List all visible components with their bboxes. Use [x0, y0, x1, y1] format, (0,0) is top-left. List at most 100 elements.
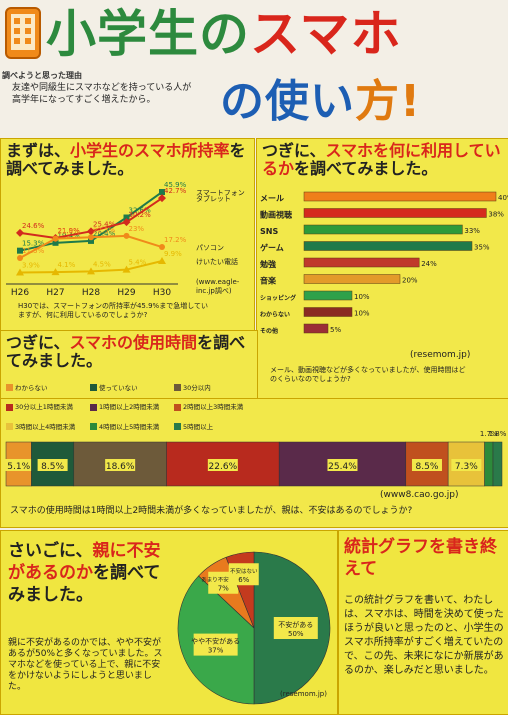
legend-label: 使っていない	[99, 383, 138, 392]
bar	[303, 274, 401, 284]
ownership-heading-suffix: を調べてみました。	[6, 141, 246, 178]
data-point	[158, 194, 166, 203]
data-point	[51, 268, 60, 276]
bar	[303, 208, 487, 218]
time-stacked-bar: 5.1% 8.5% 18.6% 22.6% 25.4% 8.5% 7.3% 1.7%1.8%	[3, 430, 507, 487]
bar	[303, 323, 329, 334]
segment-label: 1.8%	[489, 430, 507, 438]
ownership-heading-prefix: まずは、	[6, 141, 71, 160]
stacked-segment	[484, 441, 494, 487]
anxiety-heading-red: 親に不安があるのか	[8, 541, 161, 583]
pie-value: 50%	[288, 630, 304, 638]
data-point	[87, 227, 95, 236]
x-tick-label: H29	[117, 288, 135, 298]
segment-label-bg	[37, 459, 68, 471]
data-label: 22.3%	[93, 226, 116, 234]
pie-label-bg	[273, 617, 318, 639]
time-legend: わからない 使っていない 30分以内 30分以上1時間未満 1時間以上2時間未満 2時間以…	[6, 376, 268, 431]
pie-label-bg	[228, 563, 259, 586]
data-label: 21.9%	[58, 227, 81, 235]
data-label: 17.2%	[164, 236, 187, 244]
legend-entry: タブレット	[196, 194, 231, 203]
title-part4: 方!	[355, 76, 422, 127]
data-point	[122, 218, 131, 227]
legend-swatch	[6, 403, 13, 411]
legend-swatch	[6, 384, 13, 391]
legend-swatch	[174, 423, 181, 430]
time-note: スマホの使用時間は1時間以上2時間未満が多くなっていましたが、親は、不安はあるの…	[10, 506, 413, 516]
pie-value: 37%	[208, 647, 224, 655]
data-label: 23%	[129, 225, 145, 233]
data-point	[87, 267, 95, 275]
legend-item: 4時間以上5時間未満	[90, 422, 172, 432]
data-label: 4.5%	[93, 260, 111, 268]
title-part2: スマホ	[250, 5, 402, 63]
data-point	[123, 232, 130, 239]
segment-label-bg	[327, 459, 358, 471]
legend-swatch	[174, 403, 181, 411]
data-label: 9.9%	[164, 250, 182, 258]
reflection-heading: 統計グラフを書き終えて	[344, 537, 497, 579]
data-point	[16, 228, 24, 237]
segment-label: 25.4%	[328, 462, 357, 472]
usage-note: メール、動画視聴などが多くなっていましたが、使用時間はどのくらいなのでしょうか?	[270, 366, 466, 383]
data-label: 15.3%	[22, 240, 45, 248]
legend-label: 2時間以上3時間未満	[183, 403, 244, 411]
usage-bar-chart: メール 40% 動画視聴 38% SNS 33% ゲーム 35% 勉強 24% 音楽 20% ショッピン…	[259, 191, 508, 335]
legend-item: 3時間以上4時間未満	[6, 422, 88, 432]
legend-label: 1時間以上2時間未満	[99, 403, 160, 411]
segment-label-bg	[451, 459, 482, 471]
legend-label: 5時間以上	[183, 422, 214, 431]
bar-category-label: ショッピング	[260, 294, 296, 302]
legend-label: 4時間以上5時間未満	[99, 422, 160, 431]
usage-heading-suffix: を調べてみました。	[294, 159, 438, 178]
bar	[303, 241, 473, 251]
data-label: 4.1%	[58, 261, 76, 269]
data-point	[52, 235, 59, 242]
panel-usage	[256, 138, 508, 400]
bar	[303, 307, 353, 317]
reason-label: 調べようと思った理由	[2, 71, 82, 80]
bar-category-label: その他	[260, 327, 278, 335]
bar-value-label: 35%	[474, 244, 490, 252]
legend-label: 30分以上1時間未満	[15, 403, 73, 411]
data-point	[52, 239, 59, 246]
data-point	[88, 234, 94, 241]
segment-label: 1.7%	[480, 430, 498, 438]
legend-item: 1時間以上2時間未満	[90, 402, 172, 412]
bar-category-label: 動画視聴	[260, 210, 292, 220]
stacked-segment	[492, 441, 503, 487]
legend-swatch	[90, 384, 97, 391]
time-source: (www8.cao.go.jp)	[380, 490, 459, 500]
time-heading: つぎに、スマホの使用時間を調べてみました。	[6, 334, 246, 370]
bar-value-label: 10%	[354, 310, 370, 318]
legend-item: 30分以上1時間未満	[6, 402, 88, 412]
ownership-heading-red: 小学生のスマホ所持率	[70, 141, 230, 160]
panel-ownership	[0, 138, 255, 338]
time-heading-prefix: つぎに、	[6, 333, 70, 352]
legend-item: 使っていない	[90, 383, 172, 393]
data-label: 11.5%	[22, 247, 45, 255]
legend-entry: パソコン	[196, 244, 224, 252]
anxiety-heading-suffix: を調べてみました。	[8, 563, 161, 605]
segment-label: 8.5%	[416, 462, 439, 472]
legend-label: わからない	[15, 383, 48, 392]
legend-swatch	[6, 423, 13, 430]
data-point	[16, 268, 24, 276]
legend-entry: スマートフォン	[196, 189, 245, 197]
data-label: 25.4%	[93, 220, 116, 228]
ownership-heading: まずは、小学生のスマホ所持率を調べてみました。	[6, 142, 250, 178]
anxiety-heading-prefix: さいごに、	[8, 541, 93, 561]
data-label: 32.6%	[129, 207, 152, 215]
segment-label: 5.1%	[7, 462, 30, 472]
ownership-note: H30では、スマートフォンの所持率が45.9%まで急増していますが、何に利用して…	[18, 302, 208, 319]
bar	[303, 224, 463, 235]
bar-value-label: 33%	[464, 227, 480, 235]
bar-category-label: 音楽	[260, 276, 277, 286]
bar	[303, 290, 353, 301]
x-tick-label: H30	[153, 288, 171, 298]
pie-label: あまり不安はない	[201, 576, 246, 584]
